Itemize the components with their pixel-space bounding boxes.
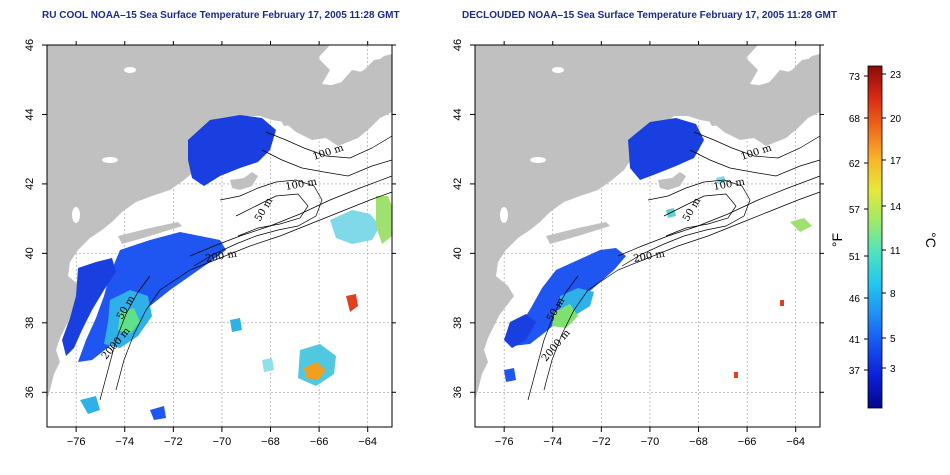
colorbar-f-label: 51	[849, 252, 861, 263]
colorbar-c-label: 5	[890, 334, 896, 345]
right-x-tick-label: −72	[592, 436, 611, 448]
right-x-tick-label: −68	[689, 436, 708, 448]
colorbar-gradient	[867, 65, 883, 409]
right-sst-data	[504, 118, 812, 382]
left-sst-map: 100 m 100 m 50 m 200 m 50 m 2000 m −76 −7…	[24, 39, 396, 448]
right-map-frame	[474, 44, 821, 428]
colorbar-f-label: 46	[849, 294, 861, 305]
left-y-tick-label: 40	[24, 247, 36, 259]
colorbar-c-label: 17	[890, 156, 902, 167]
right-y-tick-label: 38	[452, 317, 464, 329]
right-x-tick-label: −66	[738, 436, 757, 448]
right-x-tick-label: −74	[543, 436, 562, 448]
right-y-tick-label: 46	[452, 39, 464, 51]
colorbar-f-label: 68	[849, 114, 861, 125]
sst-colorbar: 73 68 62 57 51 46 41 37 23 20 17 14 11 8 5 3 °F °C	[829, 65, 939, 409]
right-sst-map: 100 m 100 m 50 m 200 m 50 m 2000 m −76 −7…	[452, 39, 824, 448]
left-y-tick-label: 46	[24, 39, 36, 51]
right-map-land	[475, 45, 820, 400]
left-isobaths	[99, 131, 393, 401]
left-x-tick-label: −74	[115, 436, 134, 448]
fahrenheit-unit-label: °F	[829, 233, 845, 247]
colorbar-f-label: 73	[849, 72, 861, 83]
left-x-tick-label: −64	[358, 436, 377, 448]
left-map-frame	[46, 44, 393, 428]
right-y-tick-label: 42	[452, 178, 464, 190]
colorbar-c-label: 3	[890, 364, 896, 375]
colorbar-c-label: 23	[890, 70, 902, 81]
left-x-tick-label: −68	[261, 436, 280, 448]
left-x-tick-label: −66	[310, 436, 329, 448]
right-y-tick-label: 36	[452, 386, 464, 398]
colorbar-c-label: 14	[890, 202, 902, 213]
right-isobaths	[527, 131, 821, 401]
colorbar-c-label: 11	[890, 246, 901, 257]
celsius-unit-label: °C	[923, 232, 939, 248]
colorbar-f-label: 41	[849, 335, 861, 346]
colorbar-c-label: 8	[890, 289, 896, 300]
left-y-tick-label: 42	[24, 178, 36, 190]
colorbar-f-label: 57	[849, 205, 861, 216]
colorbar-f-label: 62	[849, 159, 861, 170]
left-sst-data	[62, 115, 392, 420]
right-y-tick-label: 40	[452, 247, 464, 259]
left-y-tick-label: 44	[24, 108, 36, 120]
left-x-tick-label: −72	[164, 436, 183, 448]
right-x-tick-label: −76	[495, 436, 514, 448]
left-map-axes: −76 −74 −72 −70 −68 −66 −64 36 38 40 42 44 46	[24, 39, 396, 448]
colorbar-ticks: 73 68 62 57 51 46 41 37 23 20 17 14 11 8 5 3	[849, 70, 902, 377]
colorbar-c-label: 20	[890, 114, 902, 125]
right-x-tick-label: −64	[786, 436, 805, 448]
right-y-tick-label: 44	[452, 108, 464, 120]
left-y-tick-label: 38	[24, 317, 36, 329]
left-x-tick-label: −76	[67, 436, 86, 448]
colorbar-f-label: 37	[849, 366, 861, 377]
left-x-tick-label: −70	[213, 436, 232, 448]
right-map-axes: −76 −74 −72 −70 −68 −66 −64 36 38 40 42 44 46	[452, 39, 824, 448]
right-x-tick-label: −70	[641, 436, 660, 448]
left-map-land	[47, 45, 392, 400]
left-panel-title: RU COOL NOAA–15 Sea Surface Temperature …	[42, 10, 400, 21]
left-y-tick-label: 36	[24, 386, 36, 398]
right-panel-title: DECLOUDED NOAA–15 Sea Surface Temperatur…	[462, 10, 837, 21]
